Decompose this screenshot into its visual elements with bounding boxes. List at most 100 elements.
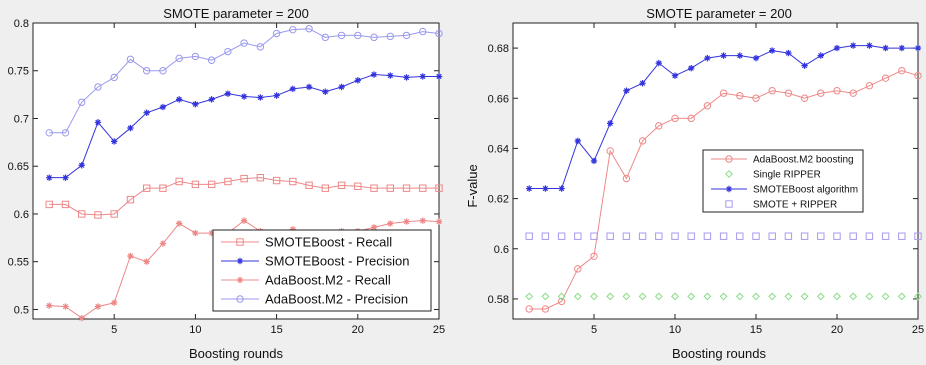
chart-right-series-0-point	[557, 297, 566, 306]
chart-right-ytick-label: 0.6	[494, 244, 509, 256]
chart-right-series-0-point	[881, 74, 890, 82]
chart-right-series-0-point	[590, 252, 598, 260]
chart-right-series-3-point	[655, 232, 663, 240]
chart-right-series-2	[526, 42, 922, 192]
chart-left-series-0-point	[386, 184, 394, 192]
chart-left-xtick-label: 20	[352, 324, 364, 336]
chart-left-series-0-point	[321, 184, 330, 192]
chart-left-legend-label: SMOTEBoost - Precision	[265, 254, 410, 269]
chart-right-series-3-point	[881, 232, 890, 240]
chart-right-series-1	[525, 292, 922, 301]
chart-right-series-3-point	[800, 232, 809, 240]
chart-right-series-2-point	[882, 44, 889, 52]
chart-right-series-3-point	[541, 232, 550, 240]
chart-right-ytick-label: 0.58	[488, 294, 509, 306]
chart-left-series-1-point	[370, 71, 378, 78]
chart-left-series-0-point	[419, 184, 427, 192]
chart-right-xtick-label: 20	[831, 324, 843, 336]
chart-right-series-3-point	[622, 232, 631, 240]
chart-right-xtick-label: 10	[669, 324, 681, 336]
chart-right-series-2-point	[574, 137, 581, 145]
chart-right-series-1-point	[833, 292, 841, 301]
chart-right-series-2-point	[785, 49, 792, 57]
chart-right-series-2-point	[590, 157, 598, 165]
chart-right-series-2-point	[833, 44, 841, 52]
chart-right-series-3-point	[687, 232, 695, 240]
chart-right-series-0-point	[736, 92, 744, 100]
chart-right-series-1-point	[865, 292, 874, 301]
chart-right-series-2-point	[769, 47, 776, 54]
chart-left-series-1-point	[175, 96, 183, 103]
chart-left-series-3-point	[386, 32, 394, 41]
chart-right-series-1-point	[606, 292, 615, 301]
chart-left-series-3-point	[337, 31, 346, 40]
chart-right-series-0-point	[655, 122, 663, 130]
chart-right-title: SMOTE parameter = 200	[646, 6, 792, 21]
chart-right-series-1-point	[816, 292, 825, 301]
chart-right-legend-marker	[725, 170, 733, 178]
chart-right-series-3-point	[719, 232, 728, 240]
chart-right-series-2-point	[866, 42, 873, 49]
chart-right-series-3-point	[898, 232, 906, 240]
chart-right-ytick-label: 0.66	[488, 93, 509, 105]
chart-right-ytick-label: 0.62	[488, 194, 509, 206]
chart-right-series-1-point	[703, 292, 712, 301]
chart-left-ytick-label: 0.5	[14, 304, 29, 316]
chart-left-series-3-point	[402, 31, 411, 40]
chart-left-series-3-point	[78, 98, 86, 106]
chart-right-series-0-point	[687, 114, 695, 123]
chart-right-series-1-point	[541, 292, 550, 301]
chart-left-series-2-point	[62, 303, 69, 310]
chart-left-xtick-label: 5	[111, 324, 117, 336]
chart-right-series-3-point	[752, 232, 760, 240]
chart-left-legend-label: AdaBoost.M2 - Recall	[265, 273, 391, 288]
chart-right-legend-label: AdaBoost.M2 boosting	[753, 155, 854, 166]
chart-left-legend-marker	[236, 295, 244, 303]
chart-left-series-1-point	[240, 93, 248, 100]
chart-right-series-3-point	[574, 232, 582, 240]
chart-right-series-1-point	[897, 292, 906, 301]
chart-left-series-0-point	[159, 184, 167, 192]
chart-right-series-0-point	[525, 305, 533, 313]
chart-left-xtick-label: 10	[189, 324, 201, 336]
chart-left-series-2-point	[94, 303, 102, 310]
chart-right-ytick-label: 0.64	[488, 143, 509, 155]
chart-left-ytick-label: 0.55	[8, 257, 29, 269]
chart-right-series-2-point	[542, 185, 549, 192]
chart-left-series-3-point	[370, 33, 378, 42]
chart-right-series-2-point	[655, 59, 662, 67]
chart-right-series-1-point	[849, 292, 858, 301]
chart-left-legend-box	[212, 229, 432, 312]
chart-left-title: SMOTE parameter = 200	[163, 6, 309, 21]
chart-right-series-0-point	[800, 94, 809, 102]
chart-left-ytick-label: 0.7	[14, 113, 29, 125]
chart-right-series-0-point	[817, 89, 825, 97]
chart-right-legend-label: SMOTEBoost algorithm	[753, 185, 858, 196]
chart-left-series-3-point	[45, 129, 53, 137]
chart-left-series-3-point	[191, 52, 200, 61]
chart-left-series-3-point	[240, 39, 248, 47]
chart-left-series-3-point	[321, 33, 330, 42]
chart-left-series-0-point	[142, 184, 151, 192]
chart-left-series-2-point	[403, 218, 410, 225]
chart-right-series-3-point	[703, 232, 712, 240]
chart-left-series-1-point	[257, 94, 264, 101]
chart-left-series-3-point	[159, 67, 167, 75]
chart-left-series-1-point	[192, 100, 199, 108]
chart-right-series-0-point	[671, 114, 679, 123]
chart-right-series-0-point	[719, 89, 728, 97]
chart-right-series-3-point	[671, 232, 679, 240]
chart-left-ytick-label: 0.8	[14, 18, 29, 30]
chart-right-series-3-point	[590, 232, 598, 240]
chart-left-series-0-point	[435, 184, 443, 192]
chart-right-series-3-point	[768, 232, 776, 240]
chart-left-series-1-point	[46, 174, 53, 181]
chart-left-ytick-label: 0.65	[8, 161, 29, 173]
chart-right-legend-marker	[725, 155, 733, 163]
chart-right-series-2-point	[850, 42, 857, 49]
chart-right-series-1-point	[881, 292, 890, 301]
chart-left-series-1	[46, 71, 443, 181]
chart-left-series-0-point	[126, 195, 135, 204]
chart-right-series-1-point	[557, 292, 566, 301]
chart-left-series-0-point	[191, 180, 200, 189]
